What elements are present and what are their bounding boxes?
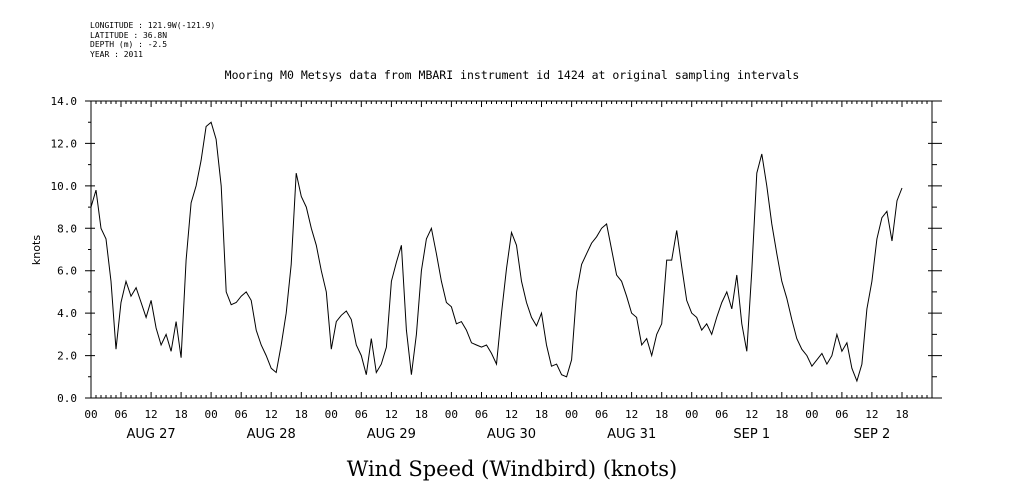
day-label: AUG 30 [487,427,536,442]
y-tick-label: 8.0 [57,222,77,235]
x-tick-label: 12 [265,408,278,421]
x-tick-label: 06 [355,408,368,421]
x-tick-labels: 00 06 12 18 00 06 12 18 00 06 12 18 00 06 12 18 00 06 12 18… [84,408,908,421]
x-tick-label: 00 [205,408,218,421]
x-tick-label: 00 [445,408,458,421]
day-label: AUG 29 [367,427,416,442]
x-tick-label: 12 [385,408,398,421]
x-tick-label: 00 [565,408,578,421]
day-label: AUG 27 [126,427,175,442]
x-tick-label: 12 [505,408,518,421]
x-tick-label: 12 [865,408,878,421]
x-tick-label: 06 [235,408,248,421]
y-tick-label: 14.0 [51,95,78,108]
depth-text: DEPTH (m) : -2.5 [90,40,168,49]
x-axis-label: Wind Speed (Windbird) (knots) [347,457,677,481]
day-label: AUG 31 [607,427,656,442]
x-tick-label: 18 [295,408,308,421]
y-tick-label: 4.0 [57,307,77,320]
x-tick-label: 06 [475,408,488,421]
x-tick-label: 18 [775,408,788,421]
y-tick-label: 2.0 [57,350,77,363]
x-tick-label: 18 [895,408,908,421]
x-tick-label: 12 [745,408,758,421]
x-tick-label: 18 [415,408,428,421]
day-label: AUG 28 [247,427,296,442]
y-tick-label: 0.0 [57,392,77,405]
series-line-wind-speed [90,121,903,383]
longitude-text: LONGITUDE : 121.9W(-121.9) [90,21,216,30]
x-tick-label: 12 [625,408,638,421]
axis-ticks [85,100,942,399]
x-tick-label: 06 [715,408,728,421]
latitude-text: LATITUDE : 36.8N [90,30,168,40]
y-tick-label: 10.0 [51,180,78,193]
day-labels: AUG 27 AUG 28 AUG 29 AUG 30 AUG 31 SEP 1 SEP 2 [126,427,890,442]
x-tick-label: 00 [325,408,338,421]
x-tick-label: 18 [174,408,187,421]
y-tick-label: 12.0 [51,137,78,150]
x-tick-label: 00 [685,408,698,421]
day-label: SEP 2 [854,427,891,442]
y-tick-label: 6.0 [57,265,77,278]
x-tick-label: 12 [144,408,157,421]
x-tick-label: 06 [835,408,848,421]
metadata-block: LONGITUDE : 121.9W(-121.9) LATITUDE : 36… [90,21,215,59]
x-tick-label: 06 [595,408,608,421]
x-tick-label: 00 [805,408,818,421]
y-tick-labels: 0.0 2.0 4.0 6.0 8.0 10.0 12.0 14.0 [51,95,78,405]
x-tick-label: 00 [84,408,97,421]
day-label: SEP 1 [733,427,770,442]
x-tick-label: 18 [655,408,668,421]
year-text: YEAR : 2011 [90,49,143,59]
x-tick-label: 06 [114,408,127,421]
y-axis-label: knots [30,235,43,265]
x-tick-label: 18 [535,408,548,421]
chart-title: Mooring M0 Metsys data from MBARI instru… [225,68,800,82]
